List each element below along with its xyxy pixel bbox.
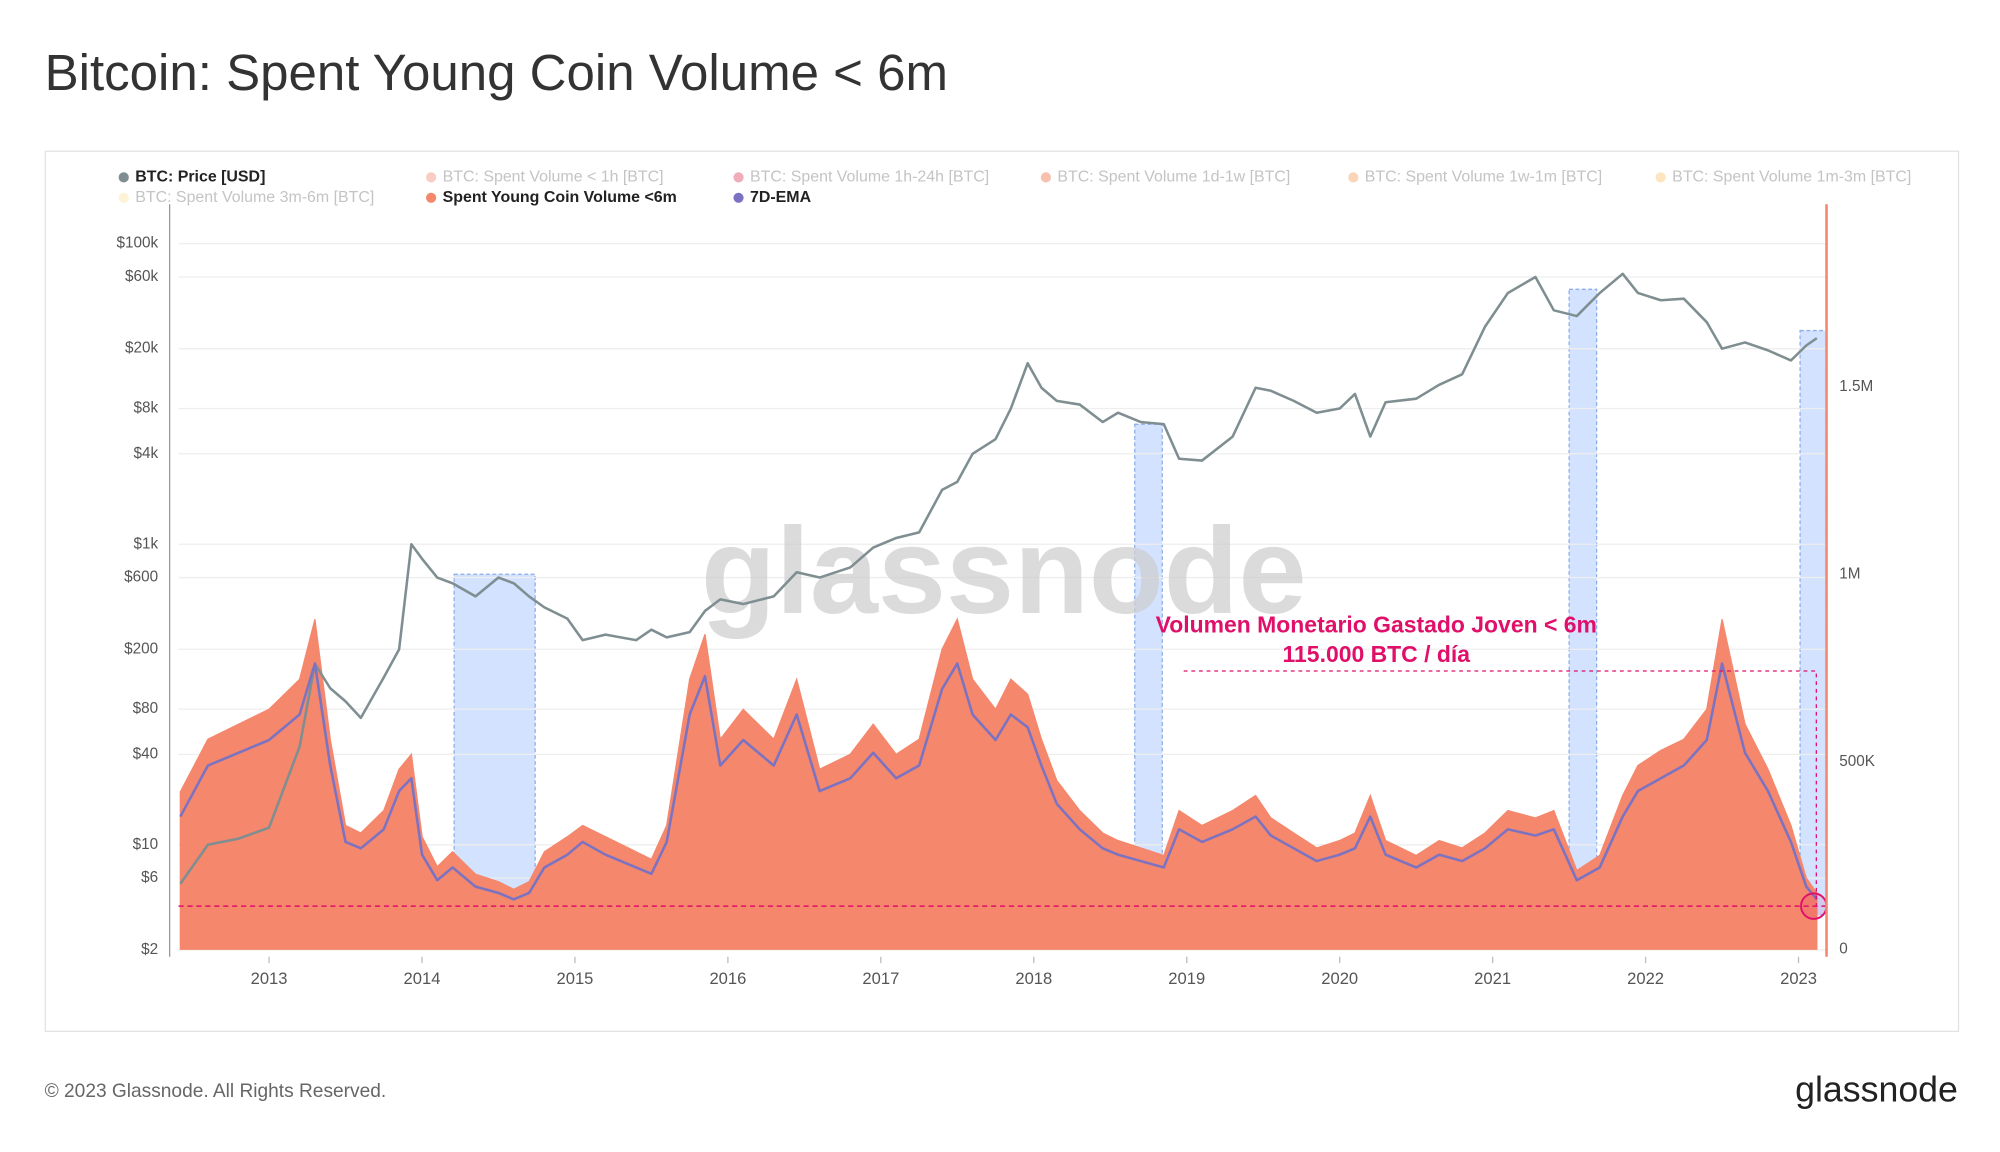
legend-swatch xyxy=(1655,172,1666,183)
y-tick-label: $8k xyxy=(133,400,158,417)
area xyxy=(179,617,1818,950)
chart-title: Bitcoin: Spent Young Coin Volume < 6m xyxy=(45,44,948,101)
x-tick-label: 2016 xyxy=(709,969,746,988)
x-tick-label: 2021 xyxy=(1474,969,1511,988)
y-tick-label: $4k xyxy=(133,445,158,462)
annotation-text: Volumen Monetario Gastado Joven < 6m xyxy=(1156,611,1597,637)
x-tick-label: 2019 xyxy=(1168,969,1205,988)
y-tick-label: $2 xyxy=(141,941,158,958)
x-tick-label: 2020 xyxy=(1321,969,1358,988)
line xyxy=(179,272,1818,885)
y-tick-label: $1k xyxy=(133,535,158,552)
highlight-region xyxy=(1799,329,1827,916)
legend-label: BTC: Price [USD] xyxy=(135,169,265,186)
legend-label: BTC: Spent Volume 1m-3m [BTC] xyxy=(1672,169,1911,186)
x-tick-label: 2023 xyxy=(1780,969,1817,988)
legend-swatch xyxy=(733,192,744,203)
legend-label: BTC: Spent Volume 1h-24h [BTC] xyxy=(750,169,989,186)
legend-swatch xyxy=(118,192,129,203)
y2-tick-label: 1M xyxy=(1839,565,1860,582)
y2-tick-label: 1.5M xyxy=(1839,378,1873,395)
highlight-region xyxy=(1134,423,1163,916)
annotation-text: 115.000 BTC / día xyxy=(1283,641,1471,667)
x-tick-label: 2015 xyxy=(557,969,594,988)
y-tick-label: $80 xyxy=(133,700,159,717)
y-tick-label: $60k xyxy=(125,268,159,285)
highlight-region xyxy=(453,573,536,916)
x-tick-label: 2022 xyxy=(1627,969,1664,988)
legend-label: BTC: Spent Volume < 1h [BTC] xyxy=(443,169,664,186)
annotation-bracket xyxy=(1183,670,1817,907)
x-tick-label: 2014 xyxy=(404,969,441,988)
chart-frame xyxy=(44,150,1960,1032)
legend-label: 7D-EMA xyxy=(750,189,812,206)
legend-label: Spent Young Coin Volume <6m xyxy=(443,189,677,206)
x-tick-label: 2018 xyxy=(1015,969,1052,988)
y-tick-label: $100k xyxy=(116,235,158,252)
y-tick-label: $600 xyxy=(124,569,158,586)
x-tick-label: 2013 xyxy=(251,969,288,988)
y-tick-label: $6 xyxy=(141,869,158,886)
highlight-region xyxy=(1568,288,1598,916)
legend-label: BTC: Spent Volume 1d-1w [BTC] xyxy=(1057,169,1290,186)
legend-swatch xyxy=(426,192,437,203)
y-tick-label: $10 xyxy=(133,836,159,853)
legend-swatch xyxy=(1348,172,1359,183)
copyright: © 2023 Glassnode. All Rights Reserved. xyxy=(45,1081,387,1102)
logo: glassnode xyxy=(1795,1069,1958,1109)
y-tick-label: $20k xyxy=(125,340,159,357)
legend-swatch xyxy=(426,172,437,183)
legend-swatch xyxy=(118,172,129,183)
annotation-marker xyxy=(1800,892,1828,920)
y2-tick-label: 500K xyxy=(1839,753,1876,770)
legend-label: BTC: Spent Volume 1w-1m [BTC] xyxy=(1365,169,1602,186)
line xyxy=(179,662,1818,901)
legend-label: BTC: Spent Volume 3m-6m [BTC] xyxy=(135,189,374,206)
y-tick-label: $40 xyxy=(133,745,159,762)
y2-tick-label: 0 xyxy=(1839,940,1848,957)
legend-swatch xyxy=(733,172,744,183)
watermark: glassnode xyxy=(701,502,1307,639)
legend-swatch xyxy=(1040,172,1052,183)
y-tick-label: $200 xyxy=(124,640,158,657)
x-tick-label: 2017 xyxy=(862,969,899,988)
